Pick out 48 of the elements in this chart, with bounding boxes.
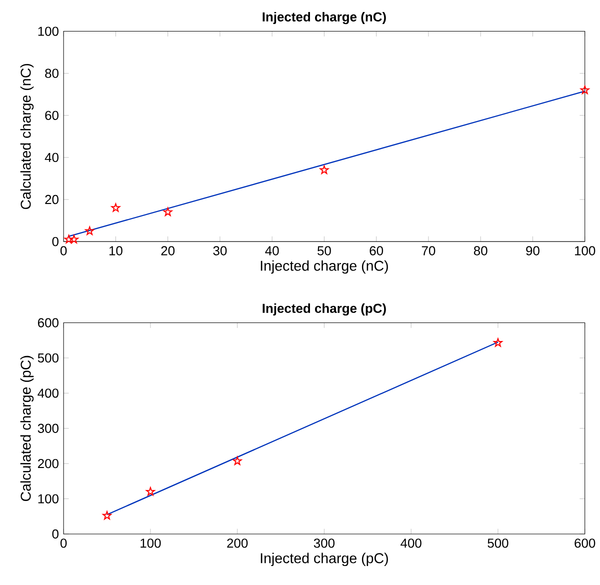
y-tick-label: 0	[52, 237, 58, 246]
y-tick-label: 300	[38, 424, 58, 434]
point	[102, 511, 112, 520]
x-tick-label: 40	[265, 246, 279, 256]
x-tick-label: 100	[140, 538, 161, 548]
point	[163, 208, 172, 216]
x-tick-label: 60	[370, 246, 384, 256]
point	[85, 226, 94, 236]
x-tick-label: 0	[60, 246, 67, 256]
x-tick-label: 90	[526, 246, 540, 256]
y-tick-label: 100	[38, 26, 58, 36]
point	[232, 456, 242, 466]
point	[580, 86, 590, 94]
x-tick-label: 300	[314, 538, 335, 548]
x-tick-label: 70	[422, 246, 436, 256]
y-tick-label: 0	[52, 529, 58, 539]
y-tick-label: 40	[44, 152, 58, 162]
x-tick-label: 20	[161, 246, 175, 256]
point	[70, 234, 78, 244]
chart-title: Injected charge (pC)	[262, 303, 386, 316]
y-tick-label: 100	[38, 494, 58, 504]
x-tick-label: 10	[109, 246, 122, 256]
x-tick-label: 50	[318, 246, 331, 256]
y-tick-label: 200	[38, 459, 58, 468]
y-tick-label: 500	[38, 353, 58, 363]
x-tick-label: 400	[400, 538, 422, 548]
x-tick-label: 600	[574, 538, 596, 548]
point	[64, 234, 74, 244]
x-tick-label: 30	[213, 246, 227, 256]
point	[320, 165, 329, 174]
x-tick-label: 200	[227, 538, 248, 548]
x-tick-label: 100	[575, 246, 596, 256]
y-tick-label: 20	[45, 195, 58, 204]
point	[111, 203, 120, 212]
x-tick-label: 500	[488, 538, 508, 548]
point	[494, 338, 502, 347]
y-axis-title: Calculated charge (pC)	[20, 356, 34, 502]
x-tick-label: 80	[474, 246, 488, 256]
y-tick-label: 60	[45, 110, 58, 120]
y-tick-label: 600	[38, 318, 58, 328]
chart-title: Injected charge (nC)	[262, 12, 386, 24]
x-tick-label: 0	[60, 538, 67, 548]
x-axis-title: Injected charge (pC)	[260, 552, 388, 566]
point	[146, 487, 155, 496]
y-tick-label: 400	[38, 388, 58, 398]
y-tick-label: 80	[45, 68, 58, 78]
y-axis-title: Calculated charge (nC)	[20, 64, 34, 210]
x-axis-title: Injected charge (nC)	[260, 260, 388, 274]
